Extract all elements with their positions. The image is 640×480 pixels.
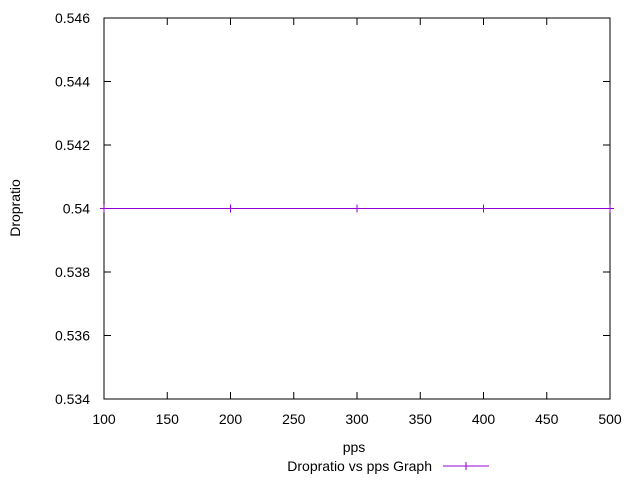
x-tick-label: 200 xyxy=(219,411,243,427)
y-tick-label: 0.544 xyxy=(55,74,90,90)
x-axis-label: pps xyxy=(343,439,366,455)
x-tick-label: 300 xyxy=(345,411,369,427)
x-tick-label: 250 xyxy=(282,411,306,427)
data-point xyxy=(353,204,361,213)
y-tick-label: 0.536 xyxy=(55,328,90,344)
data-point xyxy=(100,204,108,213)
x-tick-label: 500 xyxy=(598,411,622,427)
x-tick-label: 150 xyxy=(156,411,180,427)
legend: Dropratio vs pps Graph xyxy=(287,458,489,474)
x-tick-label: 100 xyxy=(92,411,116,427)
legend-marker xyxy=(462,462,470,470)
data-point xyxy=(606,204,614,213)
x-tick-label: 350 xyxy=(409,411,433,427)
data-point xyxy=(479,204,488,213)
y-tick-label: 0.534 xyxy=(55,391,90,407)
series-group xyxy=(100,204,614,213)
y-tick-label: 0.54 xyxy=(63,201,90,217)
y-tick-label: 0.538 xyxy=(55,264,90,280)
x-axis: 100 150 200 250 300 350 400 450 500 xyxy=(92,18,622,427)
y-axis-label: Dropratio xyxy=(7,179,23,237)
x-tick-label: 400 xyxy=(472,411,496,427)
data-point xyxy=(226,204,235,213)
legend-label: Dropratio vs pps Graph xyxy=(287,458,432,474)
x-tick-label: 450 xyxy=(535,411,559,427)
y-tick-label: 0.542 xyxy=(55,137,90,153)
y-tick-label: 0.546 xyxy=(55,10,90,26)
